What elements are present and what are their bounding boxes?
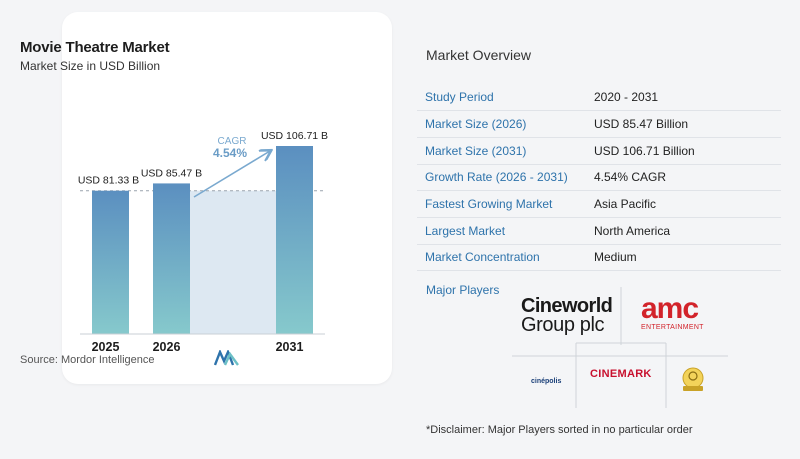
cagr-arrow [193, 151, 270, 198]
major-players-label: Major Players [426, 283, 500, 297]
bar-value-label: USD 106.71 B [261, 130, 328, 142]
overview-row: Fastest Growing Market Asia Pacific [417, 190, 781, 218]
bar-value-label: USD 81.33 B [78, 175, 139, 187]
cagr-label: CAGR [218, 136, 247, 147]
overview-row-label: Largest Market [417, 217, 586, 245]
emblem-logo-icon [682, 367, 704, 391]
cagr-band [190, 190, 276, 334]
bar-chart: USD 81.33 B 2025 USD 85.47 B 2026 USD 106.71… [78, 130, 328, 354]
overview-row: Market Size (2026) USD 85.47 Billion [417, 110, 781, 138]
amc-logo-sub: ENTERTAINMENT [641, 324, 704, 331]
cineworld-logo-sub: Group plc [521, 314, 605, 336]
overview-row-label: Market Size (2031) [417, 137, 586, 165]
chart-title: Movie Theatre Market [20, 39, 170, 56]
overview-row-label: Study Period [417, 84, 586, 112]
disclaimer-text: *Disclaimer: Major Players sorted in no … [426, 424, 693, 436]
cinepolis-logo: cinépolis [531, 378, 561, 385]
cineworld-logo: Cineworld [521, 295, 612, 317]
overview-row: Study Period 2020 - 2031 [417, 84, 781, 112]
cinemark-logo: CINEMARK [590, 368, 652, 380]
overview-row-value: 2020 - 2031 [586, 84, 781, 112]
overview-row-value: 4.54% CAGR [586, 164, 781, 192]
overview-row: Market Size (2031) USD 106.71 Billion [417, 137, 781, 165]
chart-subtitle: Market Size in USD Billion [20, 59, 161, 73]
market-overview-table: Study Period 2020 - 2031 Market Size (2026… [417, 84, 781, 272]
bar-2026 [153, 183, 190, 334]
market-overview-title: Market Overview [426, 47, 532, 63]
amc-logo: amc [641, 292, 698, 325]
overview-row-value: USD 85.47 Billion [586, 110, 781, 138]
bar-2025 [92, 190, 129, 334]
overview-row: Growth Rate (2026 - 2031) 4.54% CAGR [417, 164, 781, 192]
overview-row: Market Concentration Medium [417, 244, 781, 272]
x-tick-label: 2025 [92, 340, 120, 354]
x-tick-label: 2026 [153, 340, 181, 354]
source-text: Source: Mordor Intelligence [20, 354, 155, 366]
overview-row-label: Market Size (2026) [417, 110, 586, 138]
x-tick-label: 2031 [276, 340, 304, 354]
overview-row: Largest Market North America [417, 217, 781, 245]
overview-row-label: Fastest Growing Market [417, 190, 586, 218]
cagr-value: 4.54% [213, 146, 247, 160]
overview-row-label: Market Concentration [417, 244, 586, 272]
overview-row-value: North America [586, 217, 781, 245]
overview-row-value: Medium [586, 244, 781, 272]
bar-value-label: USD 85.47 B [141, 167, 202, 179]
overview-row-label: Growth Rate (2026 - 2031) [417, 164, 586, 192]
mordor-logo-icon [214, 350, 239, 366]
overview-row-value: USD 106.71 Billion [586, 137, 781, 165]
bar-2031 [276, 146, 313, 334]
overview-row-value: Asia Pacific [586, 190, 781, 218]
